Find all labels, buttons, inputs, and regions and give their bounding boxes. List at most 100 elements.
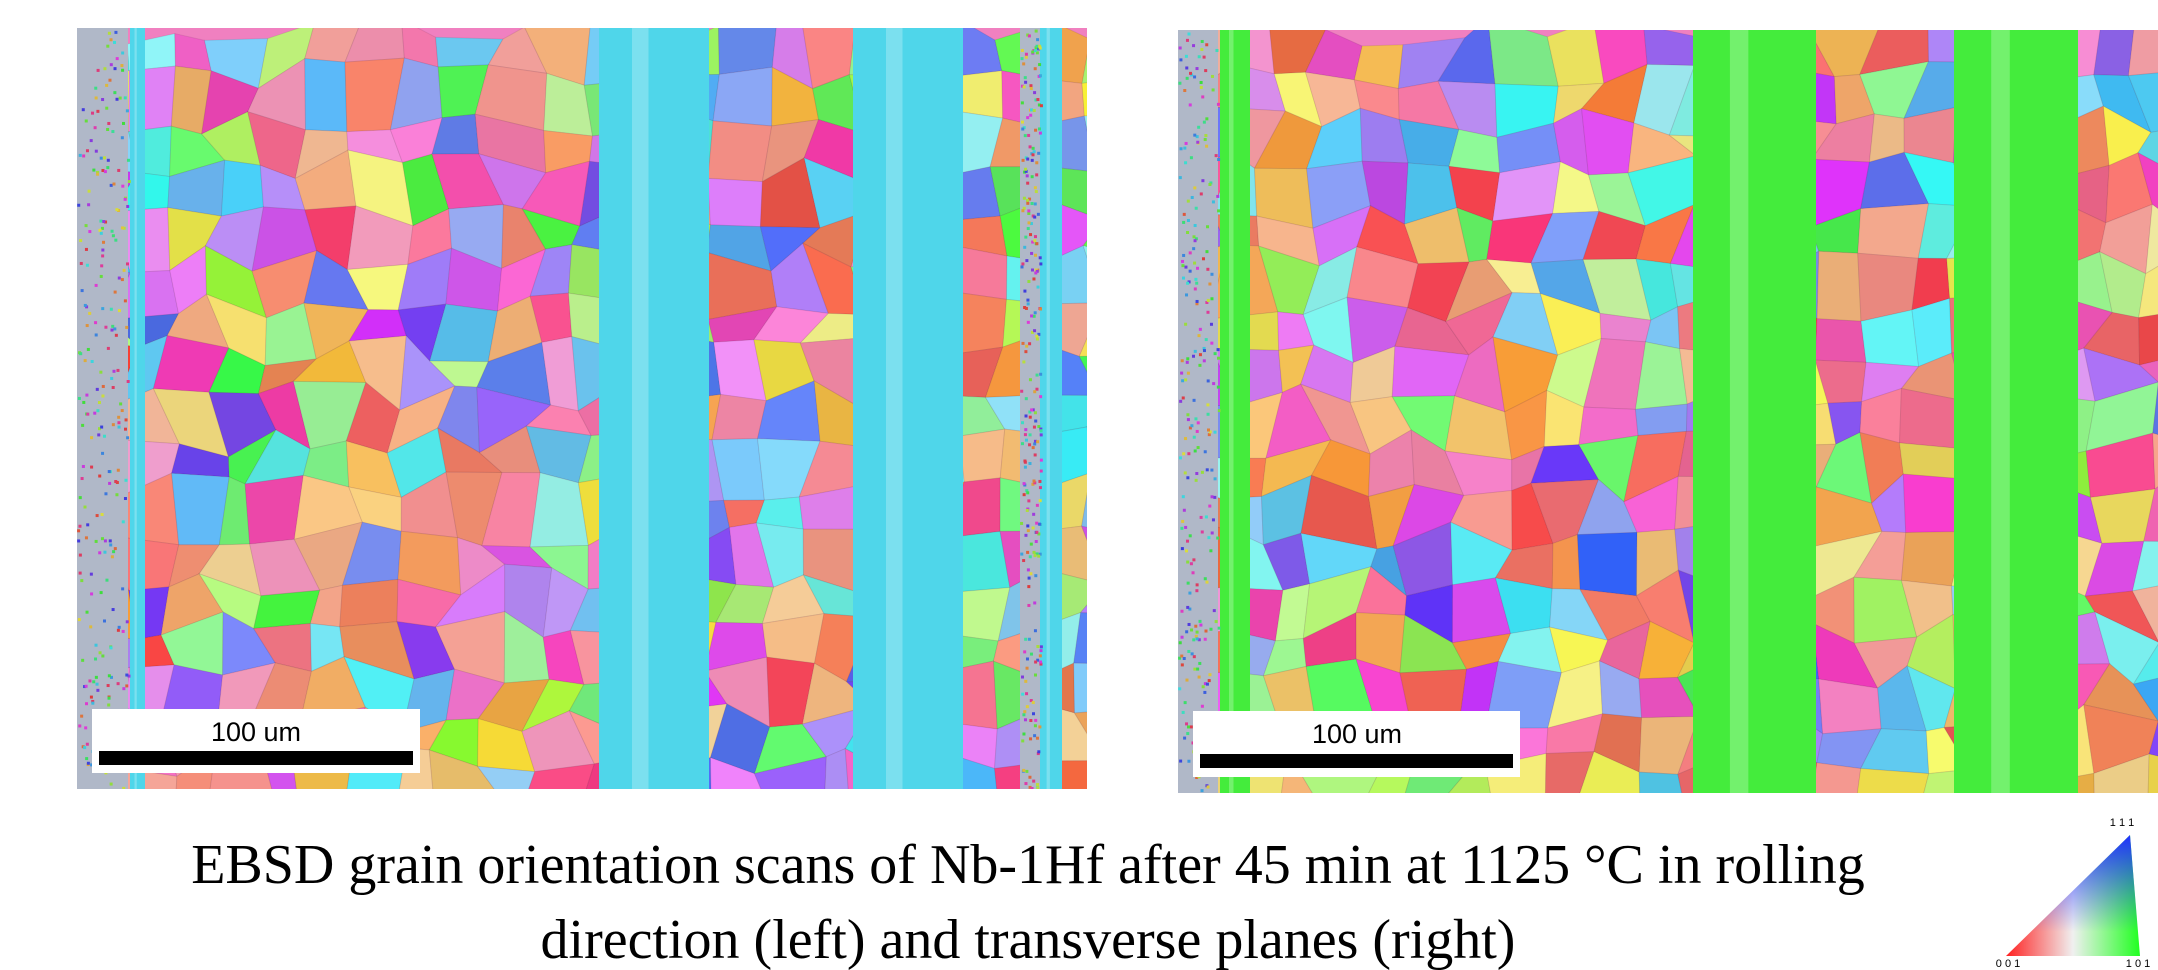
noise <box>1206 785 1210 789</box>
noise <box>1038 131 1042 135</box>
grain <box>2131 540 2158 592</box>
noise <box>121 68 125 72</box>
scale-bar-left: 100 um <box>92 709 420 773</box>
noise <box>1020 57 1024 61</box>
noise <box>1023 710 1027 714</box>
noise <box>1210 297 1214 301</box>
noise <box>1028 433 1032 437</box>
noise <box>1028 410 1032 414</box>
noise <box>1187 32 1191 36</box>
noise <box>113 547 117 551</box>
noise <box>79 261 83 265</box>
noise <box>101 307 105 311</box>
noise <box>1026 302 1030 306</box>
noise <box>86 523 90 527</box>
noise <box>1028 145 1032 149</box>
noise <box>1178 687 1182 691</box>
noise <box>1031 701 1035 705</box>
grain <box>1081 82 1087 117</box>
noise <box>1022 482 1026 486</box>
noise <box>117 625 121 629</box>
noise <box>1185 293 1189 297</box>
noise <box>1033 629 1037 633</box>
noise <box>1027 576 1031 580</box>
noise <box>1030 330 1034 334</box>
noise <box>1186 418 1190 422</box>
noise <box>101 168 105 172</box>
noise <box>1026 201 1030 205</box>
noise <box>1033 91 1037 95</box>
noise <box>1184 378 1188 382</box>
noise <box>1039 469 1043 473</box>
grain <box>1086 426 1087 432</box>
noise <box>1194 634 1198 638</box>
noise <box>1205 468 1209 472</box>
grain <box>1856 806 1918 855</box>
noise <box>1037 103 1041 107</box>
noise <box>101 98 105 102</box>
noise <box>103 619 107 623</box>
noise <box>1034 271 1038 275</box>
noise <box>1033 390 1037 394</box>
noise <box>111 386 115 390</box>
noise <box>107 470 111 474</box>
noise <box>1022 62 1026 66</box>
noise <box>1033 311 1037 315</box>
noise <box>1195 630 1199 634</box>
noise <box>80 714 84 718</box>
noise <box>1026 568 1030 572</box>
grain <box>1073 711 1087 735</box>
noise <box>1029 542 1033 546</box>
noise <box>109 38 113 42</box>
noise <box>1206 298 1210 302</box>
grain <box>1576 531 1638 597</box>
band-shade <box>1729 30 1749 793</box>
noise <box>105 106 109 110</box>
noise <box>1038 307 1042 311</box>
noise <box>1182 508 1186 512</box>
noise <box>1025 489 1029 493</box>
noise <box>120 64 124 68</box>
grain <box>344 28 405 63</box>
noise <box>1181 495 1185 499</box>
noise <box>1031 240 1035 244</box>
noise <box>1209 627 1213 631</box>
grain <box>1300 774 1378 793</box>
noise <box>1183 701 1187 705</box>
noise <box>100 264 104 268</box>
noise <box>1195 429 1199 433</box>
noise <box>1199 192 1203 196</box>
noise <box>84 224 88 228</box>
noise <box>107 121 111 125</box>
noise <box>92 680 96 684</box>
noise <box>1021 127 1025 131</box>
noise <box>82 400 86 404</box>
grain <box>304 58 348 133</box>
noise <box>1033 442 1037 446</box>
noise <box>122 121 126 125</box>
noise <box>78 571 82 575</box>
band-shade <box>632 28 649 789</box>
noise <box>1202 346 1206 350</box>
noise <box>94 657 98 661</box>
noise <box>1023 718 1027 722</box>
noise <box>1204 629 1208 633</box>
noise <box>112 550 116 554</box>
noise <box>108 539 112 543</box>
band-shade <box>134 28 137 789</box>
noise <box>1028 555 1032 559</box>
grain <box>2083 347 2158 402</box>
noise <box>1187 622 1191 626</box>
noise <box>1187 649 1191 653</box>
noise <box>1202 120 1206 124</box>
noise <box>1178 81 1182 85</box>
noise <box>126 262 130 266</box>
noise <box>1036 786 1040 789</box>
noise <box>1184 525 1188 529</box>
noise <box>1192 435 1196 439</box>
noise <box>1200 47 1204 51</box>
noise <box>89 139 93 143</box>
noise <box>1188 269 1192 273</box>
grain <box>711 393 767 441</box>
noise <box>1179 759 1183 763</box>
